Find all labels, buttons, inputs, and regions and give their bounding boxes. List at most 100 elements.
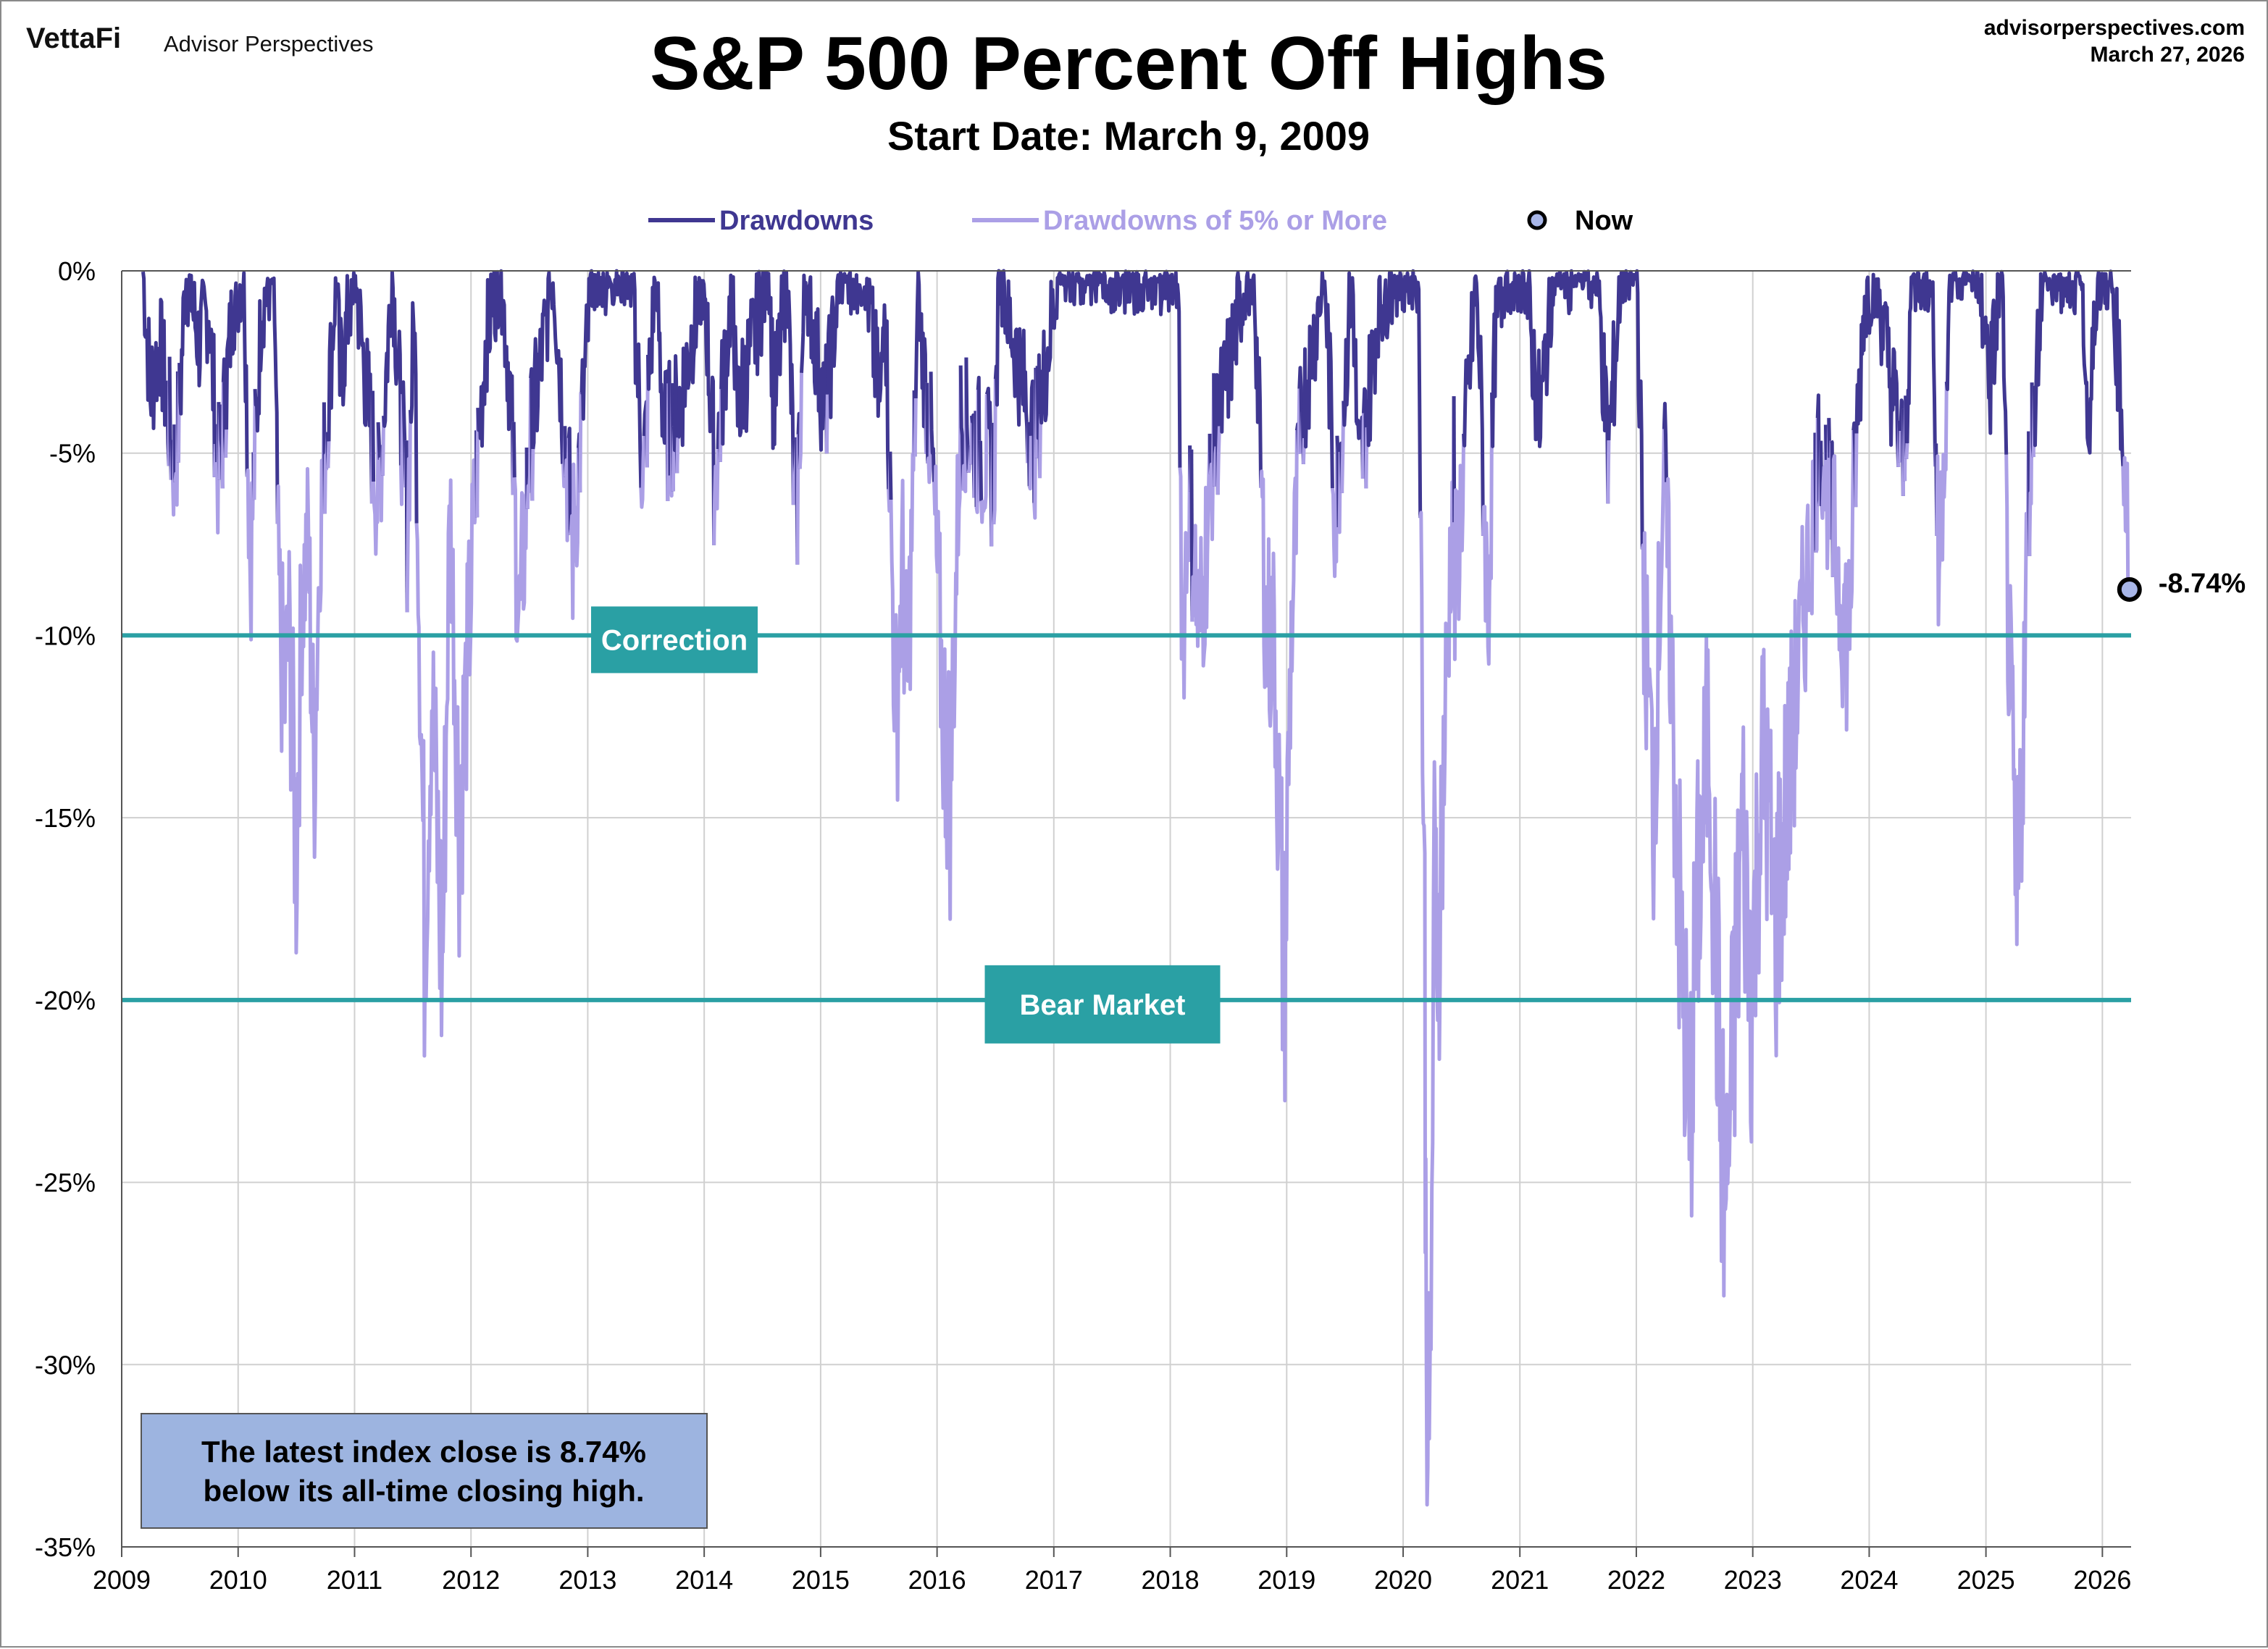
drawdown-segment [958, 365, 965, 491]
drawdown-5pct-segment [1452, 433, 1466, 661]
drawdown-5pct-segment [1935, 381, 1949, 627]
drawdown-segment [913, 270, 928, 455]
drawdown-segment [1823, 424, 1828, 461]
legend-now-label: Now [1575, 206, 1633, 236]
note-box-line-2: below its all-time closing high. [203, 1474, 644, 1508]
x-tick-label: 2026 [2073, 1565, 2131, 1595]
drawdown-5pct-segment [1027, 435, 1033, 491]
note-box-background [141, 1413, 708, 1529]
drawdown-5pct-segment [326, 441, 331, 469]
drawdown-segment [531, 270, 564, 464]
now-annotation: -8.74% [2117, 568, 2246, 602]
brand-subtitle: Advisor Perspectives [164, 31, 373, 56]
y-tick-label: -35% [35, 1532, 96, 1562]
drawdown-segment [327, 271, 374, 504]
x-tick-label: 2020 [1374, 1565, 1432, 1595]
drawdown-5pct-segment [1854, 433, 1859, 508]
x-tick-label: 2022 [1607, 1565, 1665, 1595]
drawdown-segment [1365, 269, 1423, 519]
drawdown-segment [376, 421, 382, 460]
drawdown-5pct-segment [1898, 430, 1903, 463]
drawdown-5pct-segment [932, 365, 963, 921]
axes [121, 270, 2131, 1557]
note-box: The latest index close is 8.74% below it… [141, 1413, 708, 1529]
bear-market-label-box [984, 965, 1221, 1044]
legend-drawdowns-5pct-label: Drawdowns of 5% or More [1043, 206, 1387, 236]
drawdown-5pct-segment [398, 394, 405, 506]
drawdown-segment [984, 387, 994, 547]
drawdown-5pct-segment [512, 447, 529, 643]
bear-market-label: Bear Market [1019, 989, 1185, 1021]
drawdown-segment [979, 440, 984, 501]
drawdown-5pct-segment [1606, 440, 1611, 504]
drawdown-5pct-segment [414, 430, 478, 1058]
drawdown-segment [719, 269, 795, 505]
y-tick-label: -15% [35, 803, 96, 833]
drawdown-segment [476, 269, 515, 495]
drawdown-5pct-segment [275, 402, 326, 955]
y-tick-label: -30% [35, 1350, 96, 1380]
drawdown-5pct-segment [2121, 456, 2132, 590]
drawdown-5pct-segment [1297, 388, 1302, 455]
legend-now-marker [1527, 210, 1547, 230]
now-value-label: -8.74% [2159, 568, 2246, 599]
now-marker [2117, 576, 2142, 602]
x-tick-label: 2014 [675, 1565, 733, 1595]
drawdown-5pct-segment [1830, 430, 1856, 732]
drawdown-segment [1302, 270, 1334, 489]
drawdown-5pct-segment [372, 422, 380, 556]
drawdown-5pct-segment [798, 372, 803, 469]
drawdown-5pct-segment [1215, 426, 1221, 495]
x-tick-label: 2013 [558, 1565, 616, 1595]
drawdown-segment [1854, 272, 1901, 467]
drawdown-segment [1218, 270, 1263, 488]
drawdown-5pct-segment [639, 435, 646, 509]
drawdown-5pct-segment [224, 429, 229, 458]
x-tick-label: 2010 [209, 1565, 267, 1595]
y-tick-label: -20% [35, 986, 96, 1015]
x-tick-label: 2011 [327, 1565, 382, 1595]
drawdown-5pct-segment [405, 410, 412, 613]
drawdown-segment [800, 273, 829, 454]
x-tick-label: 2012 [442, 1565, 500, 1595]
drawdown-segment [253, 276, 280, 524]
reference-lines: Correction Bear Market [122, 606, 2131, 1044]
drawdown-segment [382, 270, 403, 466]
drawdown-segment [141, 271, 171, 466]
drawdown-segment [1490, 269, 1610, 504]
drawdown-5pct-segment [675, 437, 680, 474]
drawdown-segment [2032, 269, 2125, 466]
drawdown-5pct-segment [961, 357, 968, 494]
drawdown-segment [646, 275, 670, 502]
drawdown-5pct-segment [979, 394, 989, 524]
drawdown-segment [1342, 271, 1365, 479]
y-tick-label: -10% [35, 621, 96, 650]
drawdown-segment [825, 270, 891, 490]
drawdown-segment [566, 427, 572, 535]
drawdown-segment [409, 301, 419, 524]
correction-label: Correction [601, 624, 748, 656]
legend-drawdowns-label: Drawdowns [719, 206, 874, 236]
drawdown-5pct-segment [889, 390, 916, 802]
drawdown-5pct-segment [1481, 393, 1494, 666]
correction-label-box [591, 606, 758, 674]
drawdown-5pct-segment [568, 448, 580, 621]
x-tick-label: 2021 [1491, 1565, 1549, 1595]
note-box-line-1: The latest index close is 8.74% [201, 1435, 646, 1469]
drawdown-5pct-segment [578, 392, 583, 492]
chart-subtitle: Start Date: March 9, 2009 [887, 113, 1370, 159]
drawdown-5pct-segment [1178, 445, 1192, 700]
drawdown-segment [177, 273, 217, 477]
drawdown-segment [1905, 270, 1938, 467]
drawdown-5pct-segment [1190, 433, 1212, 668]
y-tick-label: -25% [35, 1168, 96, 1198]
drawdown-5pct-segment [1038, 414, 1043, 479]
x-tick-label: 2024 [1840, 1565, 1898, 1595]
drawdown-segment [1039, 269, 1182, 468]
x-tick-label: 2019 [1258, 1565, 1315, 1595]
drawdown-5pct-segment [1665, 432, 1817, 1298]
drawdown-5pct-segment [252, 389, 257, 500]
x-tick-label: 2017 [1025, 1565, 1083, 1595]
